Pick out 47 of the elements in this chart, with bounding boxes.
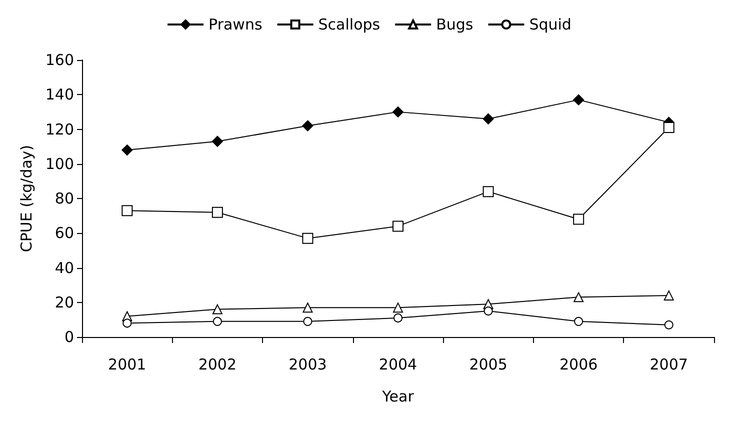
point [482,113,494,124]
x-axis-title: Year [381,388,415,406]
y-tick-label: 140 [45,86,74,104]
point [394,313,402,322]
point [574,292,584,302]
x-tick-label: 2004 [378,356,418,374]
point [664,320,674,330]
point [484,306,493,316]
point [482,186,494,198]
legend-label: Prawns [208,16,262,34]
point [212,316,222,326]
legend-label: Scallops [318,16,380,34]
y-tick-label: 60 [54,224,74,242]
y-tick-label: 100 [45,154,74,173]
point [302,120,314,132]
point [573,214,584,225]
y-tick-label: 0 [64,328,74,346]
point [122,144,133,156]
point [212,136,223,147]
point [303,316,312,326]
x-tick-label: 2002 [198,356,237,374]
x-tick-label: 2007 [650,356,688,374]
point [573,94,584,106]
y-tick-label: 40 [54,258,74,277]
x-tick-label: 2006 [559,356,598,374]
point [392,220,404,232]
x-tick-label: 2001 [108,356,146,374]
legend-label: Bugs [436,16,474,34]
point [122,205,133,216]
point [393,302,403,313]
point [122,318,132,328]
y-tick-label: 80 [54,190,74,208]
y-tick-label: 120 [45,120,74,138]
point [574,316,584,326]
x-tick-label: 2003 [288,356,327,374]
point [212,304,222,314]
point [212,206,223,218]
y-tick-label: 160 [45,51,74,69]
y-axis-title: CPUE (kg/day) [18,144,36,252]
point [663,122,674,134]
legend-label: Squid [529,16,572,34]
point [664,290,674,300]
point [302,232,314,244]
point [392,106,404,118]
y-tick-label: 20 [54,293,74,312]
x-tick-label: 2005 [469,356,508,374]
point [302,302,313,313]
